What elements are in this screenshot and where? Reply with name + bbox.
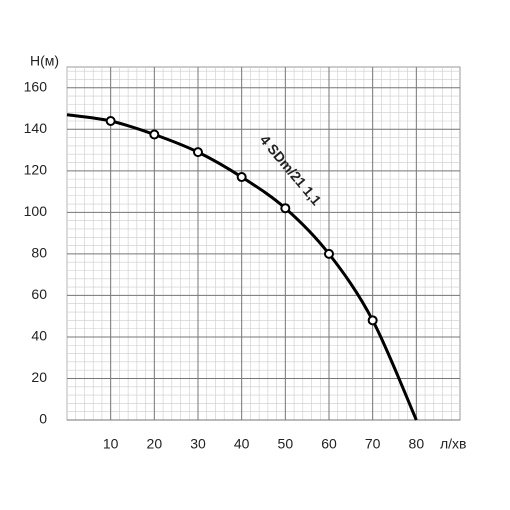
x-tick-label: 60 bbox=[321, 436, 337, 452]
point-marker bbox=[149, 129, 160, 140]
point-marker bbox=[324, 248, 334, 259]
point-marker bbox=[367, 315, 378, 326]
y-tick-label: 140 bbox=[24, 120, 48, 136]
point-marker bbox=[280, 203, 291, 214]
y-tick-label: 100 bbox=[24, 203, 48, 219]
y-tick-label: 160 bbox=[24, 78, 48, 94]
point-marker bbox=[236, 172, 247, 183]
y-axis-label: H(м) bbox=[30, 53, 59, 69]
x-tick-label: 70 bbox=[365, 436, 381, 452]
x-tick-label: 20 bbox=[147, 436, 163, 452]
y-tick-label: 80 bbox=[31, 245, 47, 261]
plot-area bbox=[66, 66, 461, 421]
point-marker bbox=[193, 147, 203, 158]
x-tick-label: 80 bbox=[409, 436, 425, 452]
y-tick-label: 40 bbox=[31, 328, 47, 344]
point-marker bbox=[105, 115, 116, 126]
x-tick-label: 40 bbox=[234, 436, 250, 452]
x-tick-label: 50 bbox=[278, 436, 294, 452]
y-tick-label: 20 bbox=[31, 369, 47, 385]
x-axis-label: л/хв bbox=[440, 436, 467, 452]
x-tick-label: 10 bbox=[103, 436, 119, 452]
x-tick-label: 30 bbox=[190, 436, 206, 452]
y-tick-label: 0 bbox=[39, 411, 47, 427]
y-tick-label: 120 bbox=[24, 162, 48, 178]
y-tick-label: 60 bbox=[31, 286, 47, 302]
